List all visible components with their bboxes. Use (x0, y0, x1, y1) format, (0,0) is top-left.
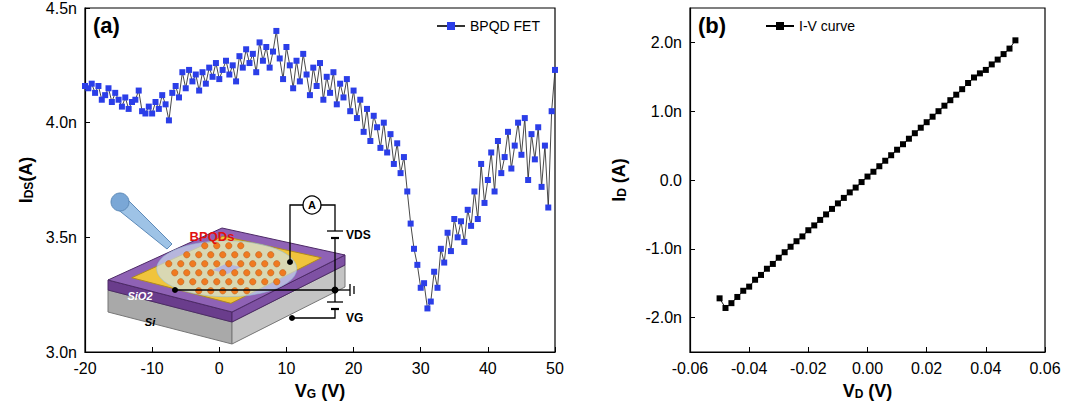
svg-text:-0.04: -0.04 (731, 360, 768, 377)
svg-text:-10: -10 (141, 360, 164, 377)
svg-text:I-V curve: I-V curve (799, 18, 855, 34)
svg-text:-1.0n: -1.0n (646, 240, 682, 257)
svg-text:-20: -20 (73, 360, 96, 377)
svg-text:-0.06: -0.06 (672, 360, 709, 377)
svg-text:I: I (609, 196, 629, 202)
svg-text:I: I (16, 198, 36, 204)
svg-text:-0.02: -0.02 (790, 360, 827, 377)
svg-text:D: D (855, 387, 864, 401)
svg-text:(a): (a) (93, 13, 120, 38)
svg-text:0.04: 0.04 (970, 360, 1001, 377)
svg-text:SiO2: SiO2 (127, 290, 152, 302)
svg-text:3.5n: 3.5n (46, 229, 77, 246)
svg-text:20: 20 (345, 360, 363, 377)
svg-text:(b): (b) (698, 13, 726, 38)
svg-text:Si: Si (145, 316, 156, 328)
svg-text:50: 50 (546, 360, 564, 377)
svg-text:VG: VG (346, 311, 363, 325)
svg-text:VDS: VDS (346, 228, 371, 242)
svg-text:0.0: 0.0 (660, 172, 682, 189)
svg-text:(V): (V) (863, 381, 892, 401)
svg-text:BPQD FET: BPQD FET (470, 18, 540, 34)
svg-text:BPQDs: BPQDs (190, 229, 235, 244)
svg-text:2.0n: 2.0n (651, 34, 682, 51)
svg-text:(A): (A) (609, 158, 629, 188)
svg-text:0: 0 (215, 360, 224, 377)
svg-text:1.0n: 1.0n (651, 103, 682, 120)
svg-text:V: V (295, 381, 307, 401)
svg-text:40: 40 (479, 360, 497, 377)
svg-text:30: 30 (412, 360, 430, 377)
svg-text:A: A (308, 199, 316, 211)
svg-text:4.5n: 4.5n (46, 0, 77, 17)
svg-text:-2.0n: -2.0n (646, 309, 682, 326)
svg-text:V: V (843, 381, 855, 401)
svg-text:D: D (615, 188, 629, 197)
svg-text:0.00: 0.00 (852, 360, 883, 377)
svg-text:(A): (A) (16, 157, 36, 182)
svg-text:10: 10 (278, 360, 296, 377)
svg-text:(V): (V) (316, 381, 345, 401)
svg-text:DS: DS (22, 182, 36, 199)
svg-text:0.06: 0.06 (1029, 360, 1060, 377)
svg-text:3.0n: 3.0n (46, 344, 77, 361)
svg-text:4.0n: 4.0n (46, 114, 77, 131)
svg-text:0.02: 0.02 (911, 360, 942, 377)
svg-text:G: G (307, 387, 316, 401)
